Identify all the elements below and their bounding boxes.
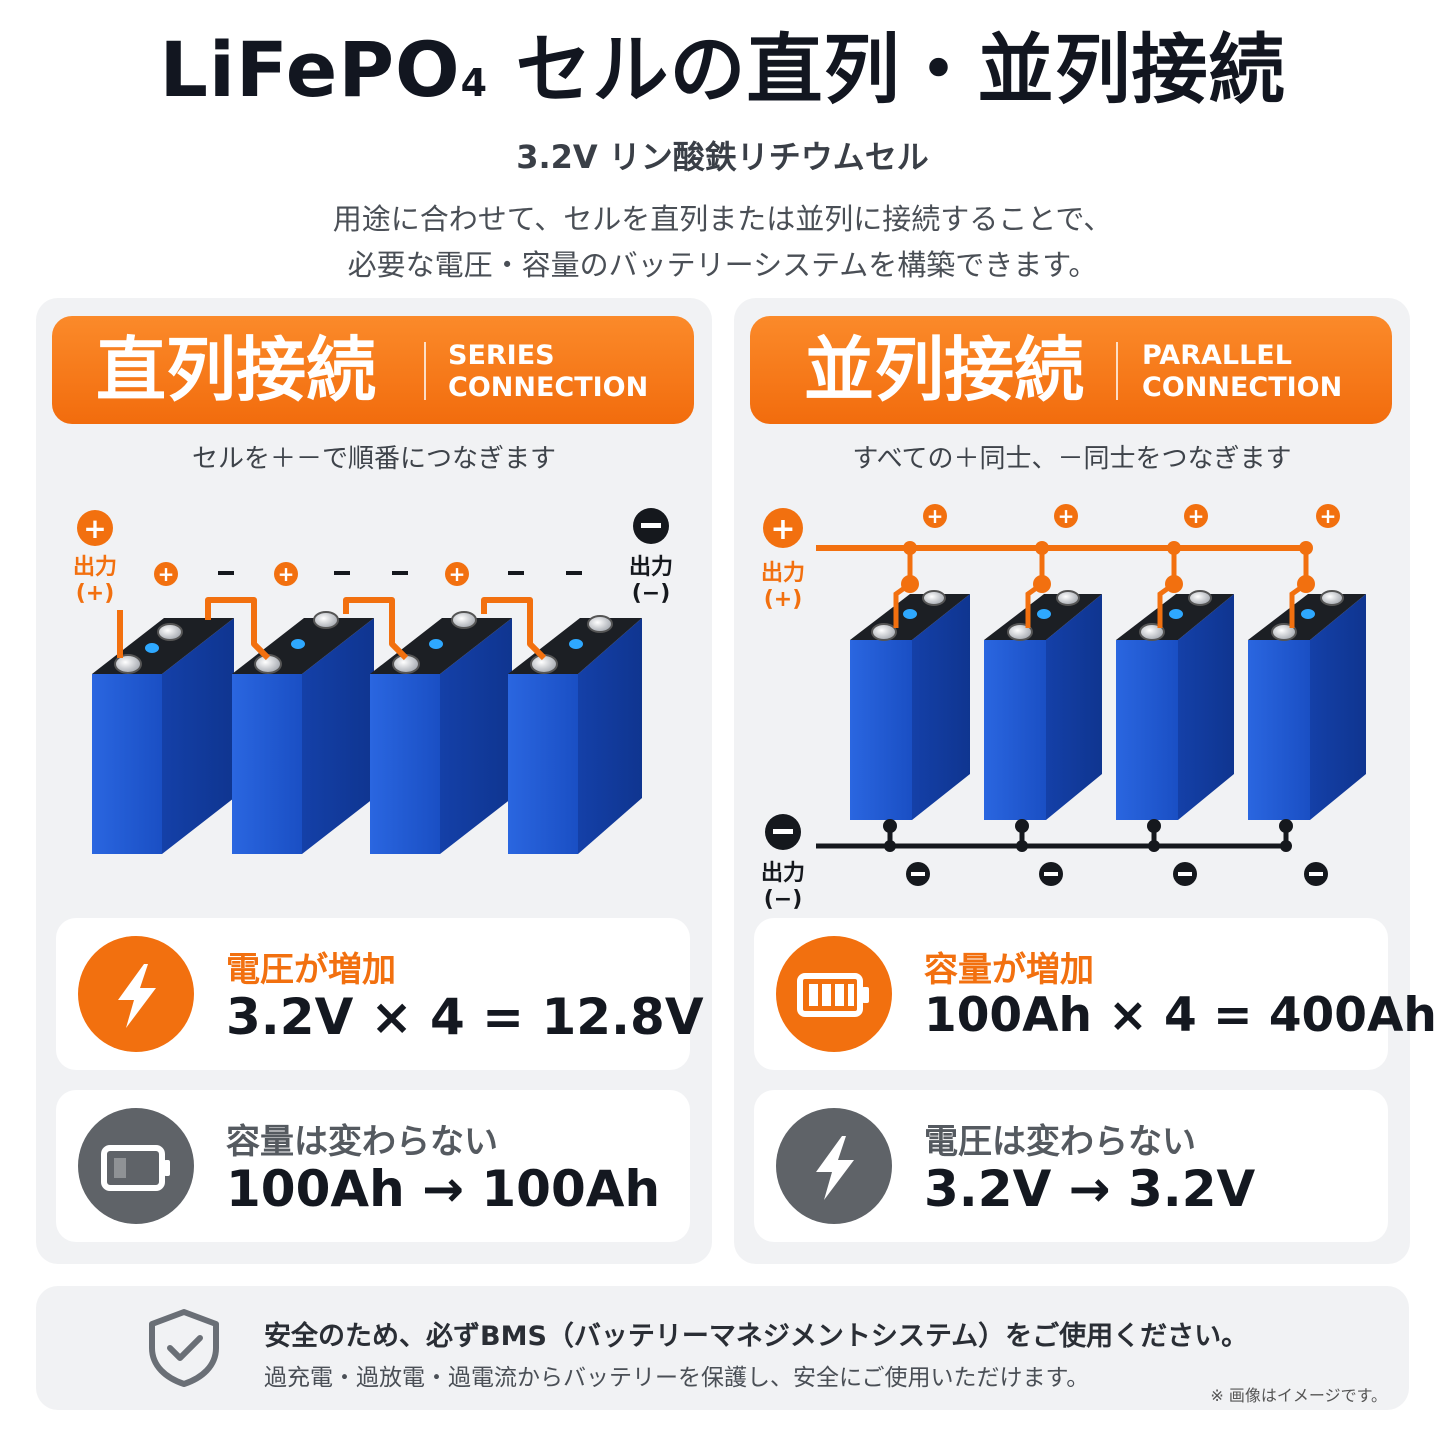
parallel-title-jp: 並列接続: [804, 329, 1084, 411]
parallel-capacity-card: 容量が増加 100Ah × 4 = 400Ah: [754, 918, 1437, 1070]
series-output-plus-sign: (+): [76, 581, 115, 606]
series-capacity-card: 容量は変わらない 100Ah → 100Ah: [56, 1090, 690, 1242]
svg-text:+: +: [1188, 504, 1205, 528]
parallel-card2-label: 電圧は変わらない: [924, 1122, 1196, 1162]
intro-text: 用途に合わせて、セルを直列または並列に接続することで、 必要な電圧・容量のバッテ…: [0, 196, 1445, 288]
series-terminal-plus-1: +: [154, 562, 178, 586]
parallel-caption: すべての＋同士、－同士をつなぎます: [852, 444, 1292, 474]
parallel-card1-label: 容量が増加: [924, 950, 1094, 990]
header-divider: [424, 342, 426, 400]
parallel-output-plus-marker: +: [763, 508, 803, 548]
series-card2-value: 100Ah → 100Ah: [226, 1160, 661, 1218]
parallel-voltage-card: 電圧は変わらない 3.2V → 3.2V: [754, 1090, 1388, 1242]
parallel-output-minus-label: 出力: [761, 861, 805, 886]
svg-text:+: +: [83, 512, 106, 545]
series-title-en-line1: SERIES: [448, 340, 555, 371]
series-header: 直列接続 SERIES CONNECTION: [52, 316, 694, 424]
page-title: LiFePO4 セルの直列・並列接続: [159, 25, 1286, 114]
parallel-cell-2: [984, 590, 1102, 820]
series-voltage-card: 電圧が増加 3.2V × 4 = 12.8V: [56, 918, 704, 1070]
header-divider: [1116, 342, 1118, 400]
series-card1-value: 3.2V × 4 = 12.8V: [226, 988, 704, 1046]
parallel-positive-joints: [901, 541, 1315, 593]
series-diagram: + 出力 (+) 出力 (−) + + +: [73, 508, 673, 854]
series-card1-label: 電圧が増加: [226, 950, 396, 990]
svg-text:+: +: [770, 512, 795, 547]
parallel-header: 並列接続 PARALLEL CONNECTION: [750, 316, 1392, 424]
series-links: [117, 597, 547, 661]
lightning-icon: [776, 1108, 892, 1224]
series-cell-2: [232, 611, 374, 854]
battery-icon: [776, 936, 892, 1052]
parallel-card2-value: 3.2V → 3.2V: [924, 1160, 1256, 1218]
series-output-minus-label: 出力: [629, 555, 673, 580]
page-subtitle: 3.2V リン酸鉄リチウムセル: [516, 138, 929, 176]
safety-main-text: 安全のため、必ずBMS（バッテリーマネジメントシステム）をご使用ください。: [264, 1321, 1249, 1352]
series-output-minus-marker: [633, 508, 669, 544]
parallel-card1-value: 100Ah × 4 = 400Ah: [924, 988, 1437, 1043]
parallel-output-plus-sign: (+): [764, 587, 803, 612]
series-output-minus-sign: (−): [632, 581, 671, 606]
svg-text:+: +: [1320, 504, 1337, 528]
series-terminal-minus-marks: [218, 571, 582, 575]
intro-line-1: 用途に合わせて、セルを直列または並列に接続することで、: [332, 202, 1113, 236]
parallel-title-en-line2: CONNECTION: [1142, 372, 1343, 403]
series-terminal-plus-3: +: [445, 562, 469, 586]
parallel-cell-3: [1116, 590, 1234, 820]
series-cell-3: [370, 611, 512, 854]
svg-text:+: +: [449, 562, 466, 586]
series-title-en-line2: CONNECTION: [448, 372, 649, 403]
parallel-output-minus-marker: [765, 814, 801, 850]
series-terminal-plus-2: +: [274, 562, 298, 586]
parallel-cell-4: [1248, 590, 1366, 820]
image-note: ※ 画像はイメージです。: [1210, 1386, 1387, 1405]
parallel-panel: 並列接続 PARALLEL CONNECTION すべての＋同士、－同士をつなぎ…: [734, 298, 1437, 1264]
parallel-terminal-minus-markers: [906, 862, 1328, 886]
parallel-terminal-plus-markers: + + + +: [923, 504, 1340, 528]
parallel-title-en-line1: PARALLEL: [1142, 340, 1292, 371]
series-caption: セルを＋－で順番につなぎます: [191, 444, 556, 474]
svg-text:+: +: [1058, 504, 1075, 528]
parallel-output-plus-label: 出力: [761, 561, 805, 586]
svg-text:+: +: [278, 562, 295, 586]
shield-check-icon: [149, 1309, 219, 1387]
parallel-diagram: + + + + + 出力 (+): [761, 504, 1366, 912]
intro-line-2: 必要な電圧・容量のバッテリーシステムを構築できます。: [347, 248, 1098, 282]
series-cell-4: [508, 615, 642, 854]
parallel-negative-joints: [883, 819, 1293, 852]
lightning-icon: [78, 936, 194, 1052]
series-cell-1: [92, 618, 234, 854]
series-title-jp: 直列接続: [96, 329, 376, 411]
parallel-title-en: PARALLEL CONNECTION: [1142, 340, 1342, 404]
svg-text:+: +: [158, 562, 175, 586]
parallel-negative-drops: [887, 820, 1289, 846]
svg-text:+: +: [927, 504, 944, 528]
series-output-plus-marker: +: [77, 510, 113, 546]
parallel-cell-1: [850, 590, 970, 820]
series-title-en: SERIES CONNECTION: [448, 340, 648, 404]
battery-icon: [78, 1108, 194, 1224]
series-card2-label: 容量は変わらない: [226, 1122, 498, 1162]
series-output-plus-label: 出力: [73, 555, 117, 580]
safety-banner: 安全のため、必ずBMS（バッテリーマネジメントシステム）をご使用ください。 過充…: [36, 1286, 1409, 1410]
series-panel: 直列接続 SERIES CONNECTION セルを＋－で順番につなぎます: [36, 298, 712, 1264]
parallel-output-minus-sign: (−): [764, 887, 803, 912]
safety-sub-text: 過充電・過放電・過電流からバッテリーを保護し、安全にご使用いただけます。: [264, 1365, 1090, 1391]
